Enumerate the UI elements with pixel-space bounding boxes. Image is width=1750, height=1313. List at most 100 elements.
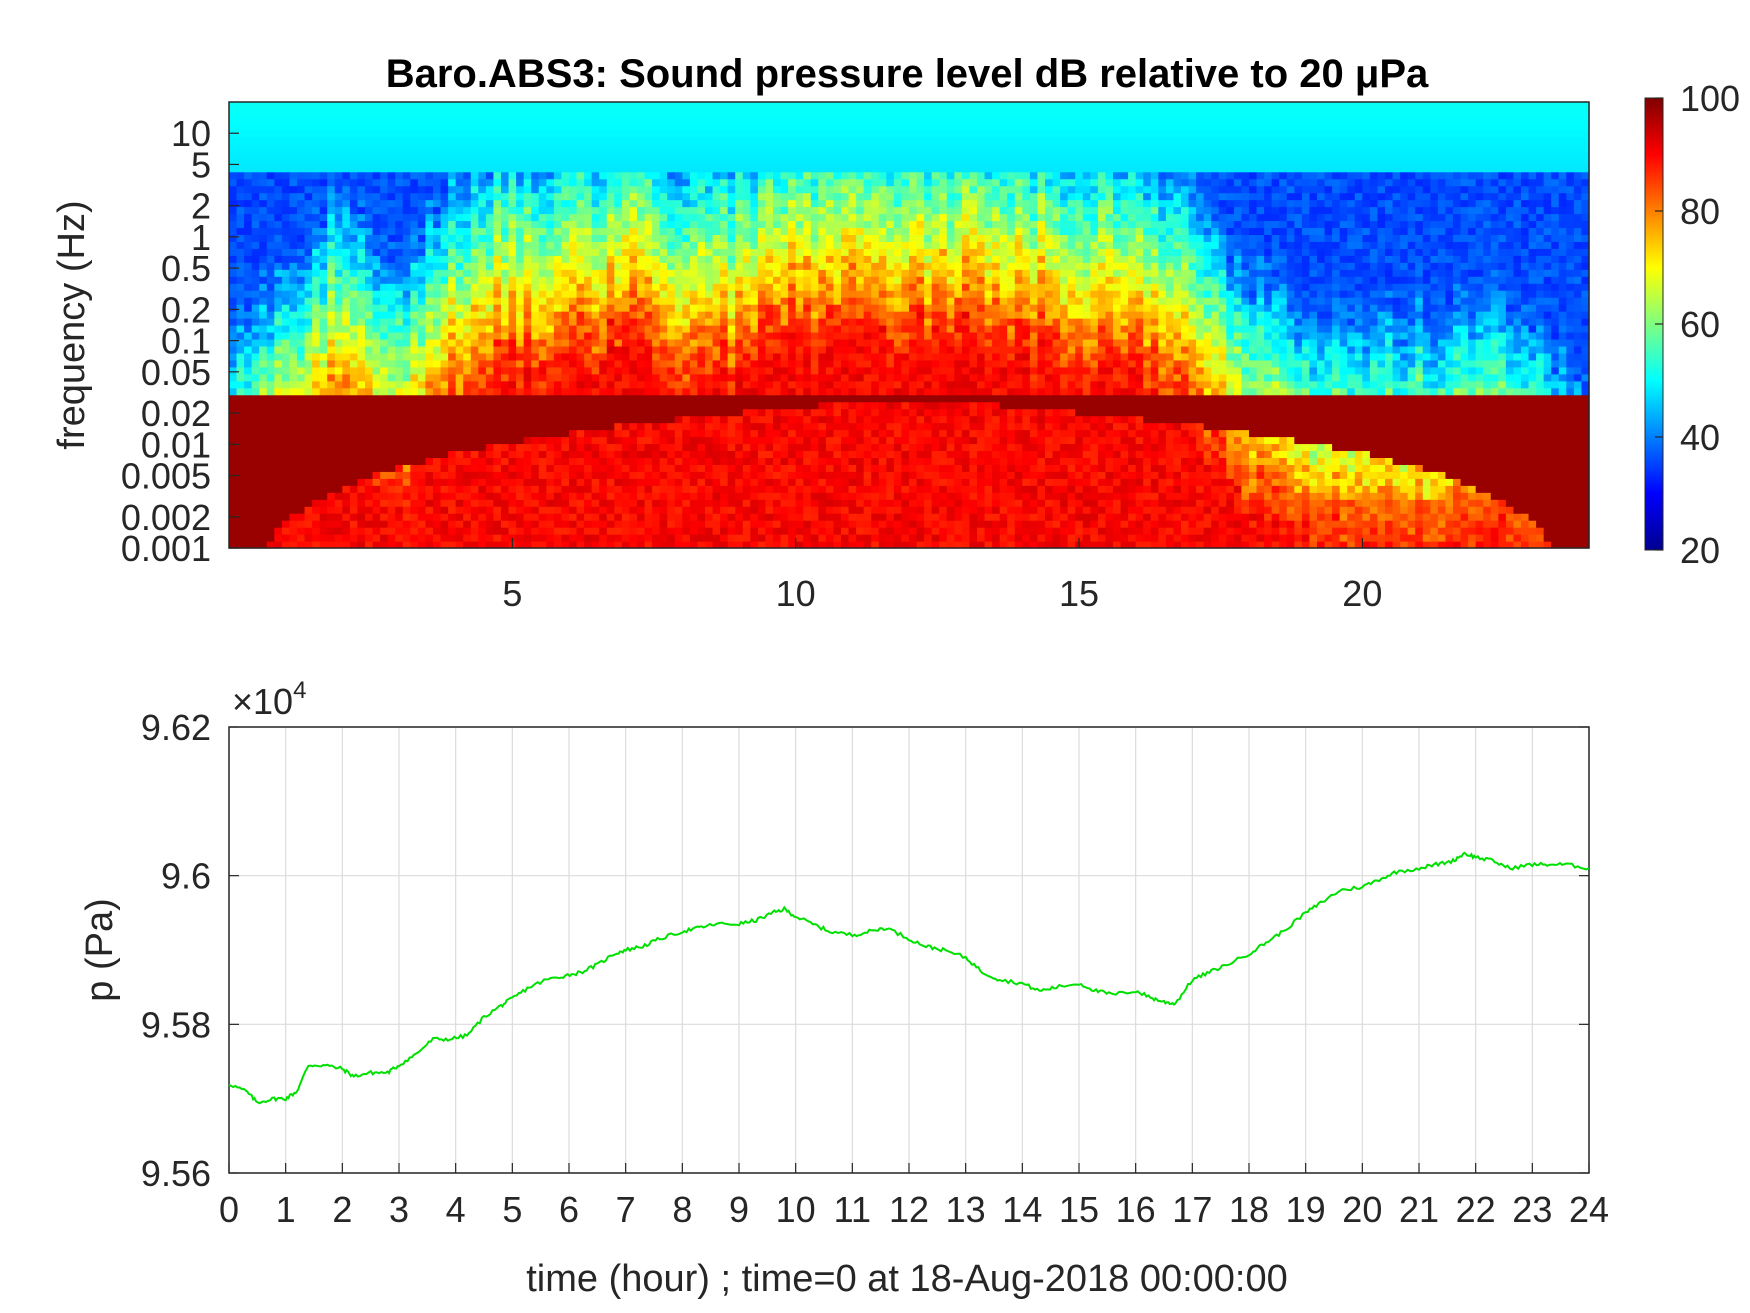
heatmap-cell <box>576 429 585 438</box>
heatmap-cell <box>742 387 751 396</box>
heatmap-cell <box>349 255 359 263</box>
heatmap-cell <box>606 255 615 263</box>
heatmap-cell <box>516 429 525 438</box>
heatmap-cell <box>569 345 578 354</box>
heatmap-cell <box>637 220 646 229</box>
heatmap-cell <box>629 380 638 389</box>
heatmap-cell <box>251 436 260 445</box>
heatmap-cell <box>425 157 434 166</box>
heatmap-cell <box>312 102 321 110</box>
heatmap-cell <box>433 213 442 222</box>
heatmap-cell <box>266 401 275 410</box>
heatmap-cell <box>508 450 517 459</box>
heatmap-cell <box>780 255 789 263</box>
heatmap-cell <box>697 478 706 486</box>
heatmap-cell <box>297 450 306 459</box>
heatmap-cell <box>493 164 502 173</box>
heatmap-cell <box>334 297 343 305</box>
heatmap-cell <box>697 506 706 514</box>
heatmap-cell <box>259 394 268 403</box>
heatmap-cell <box>553 436 563 445</box>
heatmap-cell <box>229 541 238 549</box>
heatmap-cell <box>501 129 510 138</box>
heatmap-cell <box>727 157 736 166</box>
heatmap-cell <box>463 492 472 500</box>
heatmap-cell <box>417 304 427 312</box>
heatmap-cell <box>689 276 699 284</box>
heatmap-cell <box>297 513 306 521</box>
heatmap-cell <box>810 408 819 417</box>
heatmap-cell <box>561 359 570 368</box>
heatmap-cell <box>455 331 464 340</box>
heatmap-cell <box>795 164 804 173</box>
heatmap-cell <box>667 436 676 445</box>
heatmap-cell <box>674 422 683 431</box>
heatmap-cell <box>742 331 751 340</box>
heatmap-cell <box>637 192 646 201</box>
heatmap-cell <box>584 457 593 465</box>
heatmap-cell <box>395 513 404 521</box>
heatmap-cell <box>387 318 396 326</box>
heatmap-cell <box>561 318 570 326</box>
heatmap-cell <box>281 534 291 542</box>
heatmap-cell <box>659 290 668 298</box>
heatmap-cell <box>614 269 623 277</box>
heatmap-cell <box>546 534 555 542</box>
heatmap-cell <box>667 255 676 263</box>
heatmap-cell <box>304 331 313 340</box>
heatmap-cell <box>591 464 600 472</box>
heatmap-cell <box>614 443 623 452</box>
heatmap-cell <box>720 520 729 528</box>
heatmap-cell <box>319 373 328 382</box>
heatmap-cell <box>795 436 804 445</box>
heatmap-cell <box>667 485 676 493</box>
heatmap-cell <box>637 492 646 500</box>
heatmap-cell <box>266 143 275 152</box>
heatmap-cell <box>735 513 744 521</box>
heatmap-cell <box>682 108 691 117</box>
heatmap-cell <box>410 534 419 542</box>
heatmap-cell <box>342 478 351 486</box>
heatmap-cell <box>697 450 706 459</box>
heatmap-cell <box>576 171 585 180</box>
heatmap-cell <box>803 415 812 424</box>
heatmap-cell <box>553 290 563 298</box>
heatmap-cell <box>720 380 729 389</box>
heatmap-cell <box>584 262 593 270</box>
heatmap-cell <box>689 373 699 382</box>
heatmap-cell <box>538 115 547 124</box>
heatmap-cell <box>705 213 714 222</box>
heatmap-cell <box>440 325 449 333</box>
heatmap-cell <box>266 262 275 270</box>
heatmap-cell <box>546 366 555 375</box>
heatmap-cell <box>546 122 555 131</box>
heatmap-cell <box>425 241 434 249</box>
heatmap-cell <box>259 499 268 507</box>
heatmap-cell <box>591 471 600 479</box>
heatmap-cell <box>236 234 245 242</box>
heatmap-cell <box>569 248 578 256</box>
heatmap-cell <box>334 102 343 110</box>
heatmap-cell <box>667 380 676 389</box>
heatmap-cell <box>765 108 774 117</box>
heatmap-cell <box>274 115 283 124</box>
heatmap-cell <box>244 234 253 242</box>
heatmap-cell <box>765 345 774 354</box>
heatmap-cell <box>727 283 736 291</box>
heatmap-cell <box>757 352 767 361</box>
heatmap-cell <box>561 269 570 277</box>
heatmap-cell <box>659 185 668 194</box>
heatmap-cell <box>652 262 661 270</box>
heatmap-cell <box>735 492 744 500</box>
heatmap-cell <box>236 331 245 340</box>
heatmap-cell <box>644 311 653 319</box>
heatmap-cell <box>425 311 434 319</box>
heatmap-cell <box>810 290 819 298</box>
heatmap-cell <box>531 527 540 535</box>
heatmap-cell <box>493 345 502 354</box>
heatmap-cell <box>523 136 532 145</box>
heatmap-cell <box>463 108 472 117</box>
heatmap-cell <box>750 450 759 459</box>
heatmap-cell <box>229 276 238 284</box>
heatmap-cell <box>410 129 419 138</box>
